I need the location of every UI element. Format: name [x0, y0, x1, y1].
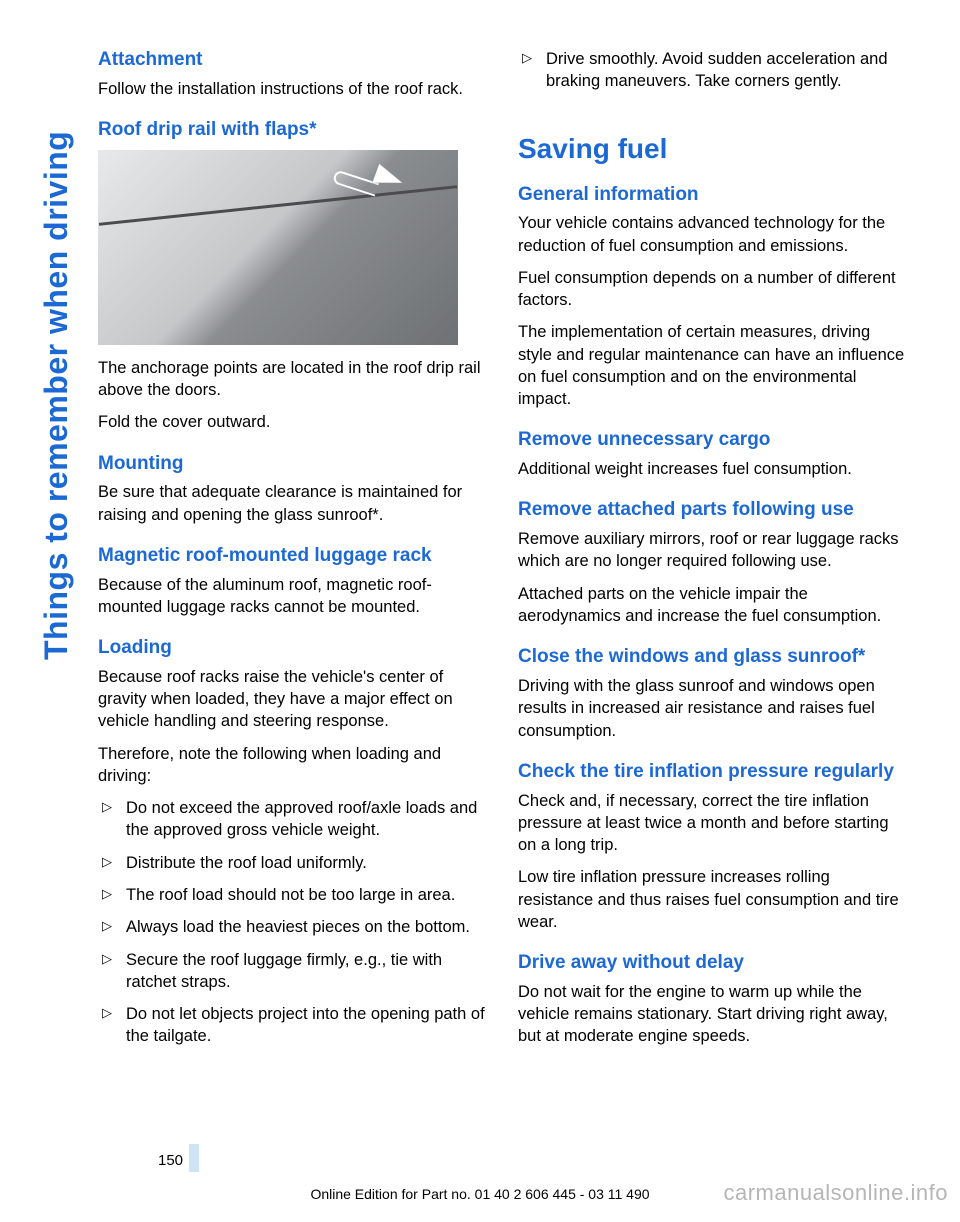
- paragraph: Attached parts on the vehicle impair the…: [518, 583, 906, 628]
- heading-close-windows: Close the windows and glass sunroof*: [518, 645, 906, 669]
- heading-general-info: General information: [518, 183, 906, 207]
- list-item: Drive smoothly. Avoid sudden acceleratio…: [518, 48, 906, 93]
- vertical-section-title: Things to remember when driving: [38, 131, 75, 660]
- loading-bullet-list: Do not exceed the approved roof/axle loa…: [98, 797, 486, 1047]
- right-column: Drive smoothly. Avoid sudden acceleratio…: [518, 48, 906, 1058]
- paragraph: Fold the cover outward.: [98, 411, 486, 433]
- left-column: Attachment Follow the installation instr…: [98, 48, 486, 1058]
- paragraph: Because roof racks raise the vehicle's c…: [98, 666, 486, 733]
- page-number-box: 150: [158, 1144, 199, 1172]
- paragraph: Be sure that adequate clearance is maint…: [98, 481, 486, 526]
- page-number-bar: [189, 1144, 199, 1172]
- paragraph: Follow the installation instructions of …: [98, 78, 486, 100]
- paragraph: The anchorage points are located in the …: [98, 357, 486, 402]
- list-item: Do not let objects project into the open…: [98, 1003, 486, 1048]
- heading-attachment: Attachment: [98, 48, 486, 72]
- paragraph: The implementation of certain measures, …: [518, 321, 906, 410]
- top-bullet-list: Drive smoothly. Avoid sudden acceleratio…: [518, 48, 906, 93]
- paragraph: Driving with the glass sunroof and windo…: [518, 675, 906, 742]
- list-item: Secure the roof luggage firmly, e.g., ti…: [98, 949, 486, 994]
- heading-magnetic-rack: Magnetic roof-mounted luggage rack: [98, 544, 486, 568]
- paragraph: Low tire inflation pressure increases ro…: [518, 866, 906, 933]
- heading-mounting: Mounting: [98, 452, 486, 476]
- paragraph: Additional weight increases fuel consump…: [518, 458, 906, 480]
- heading-saving-fuel: Saving fuel: [518, 133, 906, 165]
- heading-loading: Loading: [98, 636, 486, 660]
- arrow-icon: [332, 169, 379, 196]
- paragraph: Check and, if necessary, correct the tir…: [518, 790, 906, 857]
- watermark-text: carmanualsonline.info: [723, 1180, 948, 1206]
- paragraph: Remove auxiliary mirrors, roof or rear l…: [518, 528, 906, 573]
- heading-remove-parts: Remove attached parts following use: [518, 498, 906, 522]
- list-item: Do not exceed the approved roof/axle loa…: [98, 797, 486, 842]
- roof-drip-rail-image: [98, 150, 458, 345]
- paragraph: Your vehicle contains advanced technolog…: [518, 212, 906, 257]
- paragraph: Because of the aluminum roof, magnetic r…: [98, 574, 486, 619]
- paragraph: Do not wait for the engine to warm up wh…: [518, 981, 906, 1048]
- page-number: 150: [158, 1152, 189, 1172]
- footer-text: Online Edition for Part no. 01 40 2 606 …: [310, 1186, 649, 1202]
- paragraph: Fuel consumption depends on a number of …: [518, 267, 906, 312]
- list-item: Distribute the roof load uniformly.: [98, 852, 486, 874]
- heading-tire-pressure: Check the tire inflation pressure regula…: [518, 760, 906, 784]
- heading-drive-away: Drive away without delay: [518, 951, 906, 975]
- paragraph: Therefore, note the following when loadi…: [98, 743, 486, 788]
- heading-remove-cargo: Remove unnecessary cargo: [518, 428, 906, 452]
- list-item: Always load the heaviest pieces on the b…: [98, 916, 486, 938]
- heading-roof-drip: Roof drip rail with flaps*: [98, 118, 486, 142]
- page-content: Attachment Follow the installation instr…: [98, 48, 908, 1058]
- list-item: The roof load should not be too large in…: [98, 884, 486, 906]
